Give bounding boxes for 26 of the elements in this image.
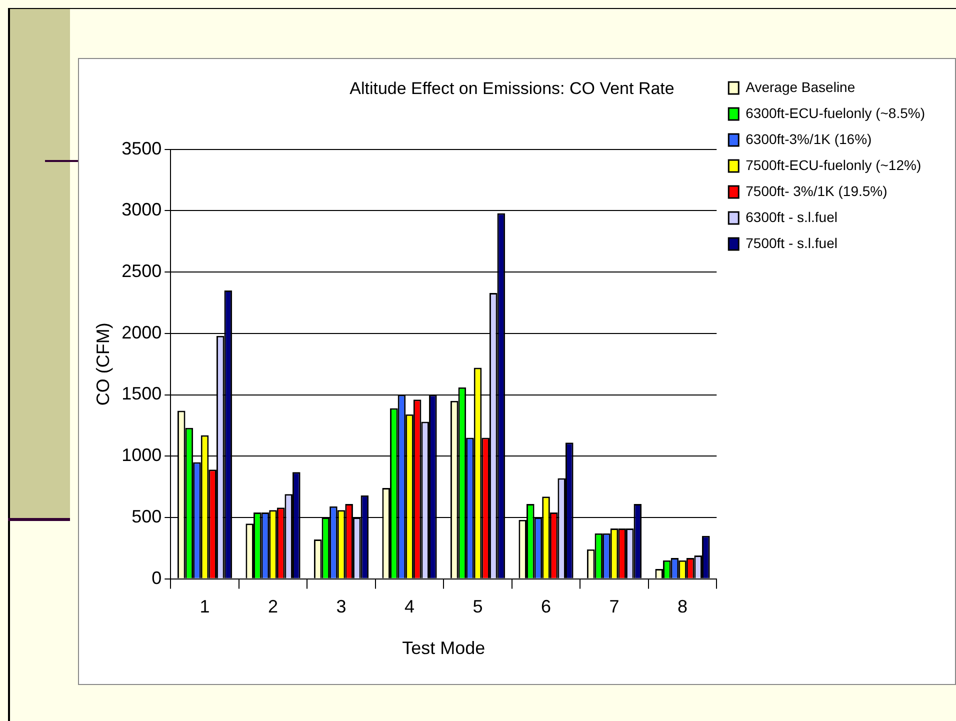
- x-tick-label: 8: [678, 596, 688, 617]
- legend-label: 6300ft - s.l.fuel: [746, 208, 838, 225]
- y-tick-label: 3000: [122, 200, 162, 220]
- x-tick-label: 4: [404, 596, 415, 617]
- x-tick-label: 3: [336, 596, 346, 617]
- y-tick-label: 1500: [122, 384, 162, 404]
- y-tick-label: 3500: [122, 138, 162, 158]
- y-axis-title: CO (CFM): [92, 322, 113, 406]
- x-tick-label: 2: [268, 596, 278, 617]
- x-tick-label: 5: [472, 596, 483, 617]
- legend-label: 7500ft-ECU-fuelonly (~12%): [746, 156, 922, 173]
- x-axis-title: Test Mode: [402, 638, 486, 658]
- legend-label: 7500ft- 3%/1K (19.5%): [746, 182, 888, 199]
- legend-label: 6300ft-ECU-fuelonly (~8.5%): [746, 104, 926, 121]
- legend-label: 7500ft - s.l.fuel: [746, 234, 838, 251]
- y-tick-label: 1000: [122, 445, 162, 466]
- legend-label: 6300ft-3%/1K (16%): [746, 130, 872, 147]
- x-tick-label: 6: [541, 596, 552, 617]
- chart-title: Altitude Effect on Emissions: CO Vent Rate: [350, 78, 674, 98]
- y-tick-label: 2500: [122, 261, 162, 282]
- legend-label: Average Baseline: [746, 78, 856, 95]
- y-tick-label: 0: [152, 568, 162, 588]
- y-tick-label: 2000: [122, 322, 162, 342]
- y-tick-label: 500: [132, 506, 162, 526]
- x-tick-label: 1: [200, 596, 210, 617]
- x-tick-label: 7: [609, 596, 620, 617]
